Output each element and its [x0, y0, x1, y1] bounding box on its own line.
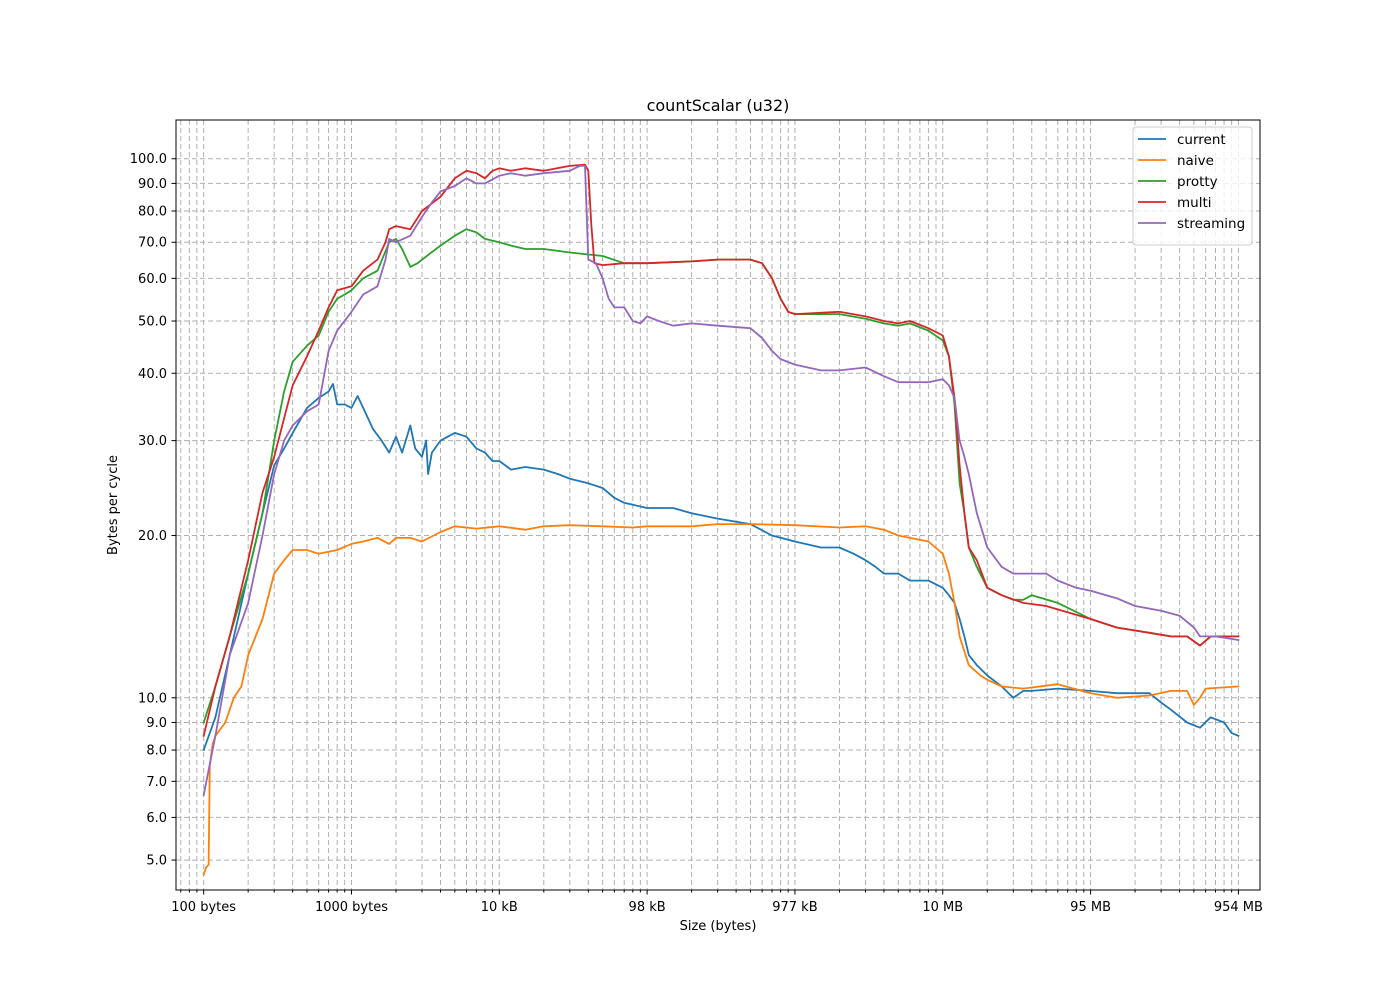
y-tick-label: 9.0 [146, 716, 167, 731]
y-tick-label: 100.0 [130, 152, 167, 167]
series-line-streaming [202, 165, 1240, 797]
y-tick-label: 7.0 [146, 775, 167, 790]
series-line-current [202, 383, 1240, 752]
y-tick-label: 20.0 [138, 529, 167, 544]
grid [176, 120, 1260, 890]
y-axis-title: Bytes per cycle [106, 455, 121, 555]
y-tick-label: 10.0 [138, 691, 167, 706]
y-tick-label: 30.0 [138, 434, 167, 449]
x-tick-label: 98 kB [629, 900, 666, 915]
x-tick-label: 977 kB [772, 900, 817, 915]
x-tick-label: 100 bytes [171, 900, 236, 915]
legend-box [1132, 126, 1253, 246]
y-tick-label: 60.0 [138, 272, 167, 287]
legend-label-multi: multi [1177, 195, 1212, 211]
legend-label-naive: naive [1177, 153, 1214, 169]
y-tick-label: 8.0 [146, 744, 167, 759]
y-tick-label: 50.0 [138, 315, 167, 330]
y-tick-label: 5.0 [146, 854, 167, 869]
legend-label-current: current [1177, 132, 1226, 148]
series-line-naive [202, 523, 1240, 876]
y-axis: 5.0 6.0 7.0 8.0 9.0 10.0 20.0 30.0 40.0 50.0 60.0 7… [130, 152, 176, 869]
x-tick-label: 10 kB [481, 900, 518, 915]
series-line-multi [202, 163, 1240, 737]
x-axis-title: Size (bytes) [680, 919, 757, 934]
x-tick-label: 10 MB [922, 900, 963, 915]
y-tick-label: 90.0 [138, 177, 167, 192]
x-tick-label: 1000 bytes [315, 900, 388, 915]
x-axis: 100 bytes 1000 bytes 10 kB 98 kB 977 kB 10 MB… [171, 890, 1263, 915]
x-tick-label: 954 MB [1214, 900, 1263, 915]
series-lines [202, 163, 1240, 876]
legend-label-protty: protty [1177, 174, 1218, 190]
y-tick-label: 80.0 [138, 204, 167, 219]
y-tick-label: 70.0 [138, 236, 167, 251]
x-tick-label: 95 MB [1070, 900, 1111, 915]
chart-title: countScalar (u32) [647, 96, 790, 115]
y-tick-label: 40.0 [138, 367, 167, 382]
y-tick-label: 6.0 [146, 811, 167, 826]
legend-label-streaming: streaming [1177, 216, 1245, 232]
legend: current naive protty multi streaming [1132, 126, 1253, 246]
